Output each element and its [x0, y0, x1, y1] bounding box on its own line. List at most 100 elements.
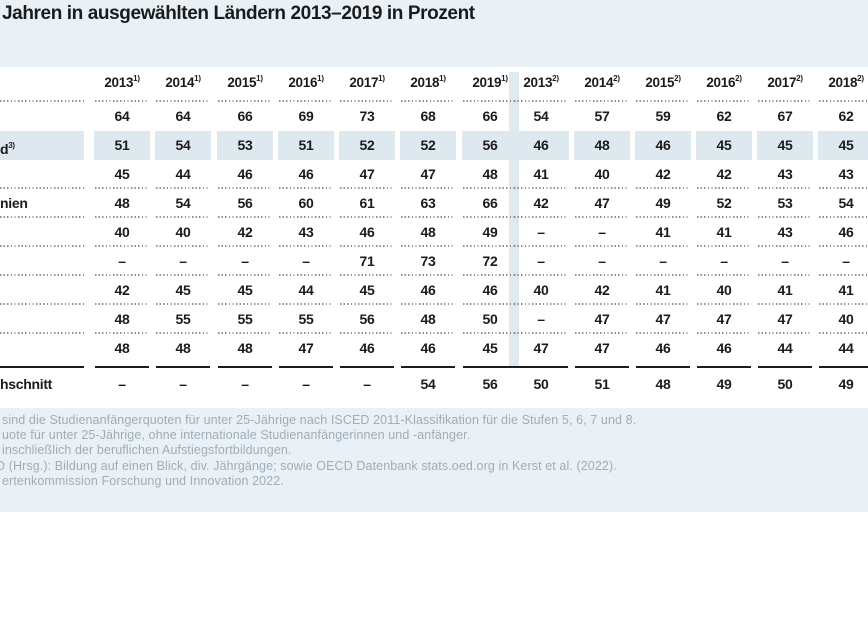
table-cell: 40 [838, 311, 854, 327]
table-cell: 46 [359, 224, 375, 240]
table-cell: – [118, 376, 126, 392]
row-rule [697, 274, 751, 276]
table-cell: 52 [716, 195, 732, 211]
row-rule [463, 274, 517, 276]
row-rule [95, 332, 149, 334]
table-cell: – [598, 253, 606, 269]
row-rule [514, 274, 568, 276]
header-rule [340, 100, 394, 102]
table-row: – – – – 71 73 72 – – – – – – [0, 247, 868, 276]
header-rule [697, 100, 751, 102]
highlight-cell [818, 131, 868, 160]
table-cell: 73 [420, 253, 436, 269]
highlight-cell [462, 131, 518, 160]
row-rule [156, 332, 210, 334]
row-rule [697, 245, 751, 247]
highlight-cell [635, 131, 691, 160]
table-cell: 71 [359, 253, 375, 269]
table-row: 48 55 55 55 56 48 50 – 47 47 47 47 40 [0, 305, 868, 334]
row-rule [575, 303, 629, 305]
table-cell: 45 [175, 282, 191, 298]
column-header-year: 20181) [410, 74, 446, 90]
table-cell: 48 [420, 311, 436, 327]
table-cell: 69 [298, 108, 314, 124]
total-rule [401, 366, 455, 368]
row-rule [819, 332, 868, 334]
table-cell: 44 [777, 340, 793, 356]
row-rule-label [0, 274, 84, 276]
table-cell: – [598, 224, 606, 240]
header-footnote-marker: 1) [194, 74, 201, 83]
row-rule-label [0, 187, 84, 189]
row-rule [514, 303, 568, 305]
row-rule [575, 332, 629, 334]
table-cell: 45 [838, 137, 854, 153]
table-cell: 49 [716, 376, 732, 392]
column-header-year: 20172) [767, 74, 803, 90]
table-cell: 73 [359, 108, 375, 124]
header-footnote-marker: 2) [613, 74, 620, 83]
row-rule [340, 274, 394, 276]
table-cell: 48 [114, 340, 130, 356]
table-cell: 41 [533, 166, 549, 182]
table-cell: – [537, 311, 545, 327]
table-cell: 55 [298, 311, 314, 327]
table-cell: 48 [237, 340, 253, 356]
table-cell: – [363, 376, 371, 392]
table-cell: 51 [298, 137, 314, 153]
row-rule [95, 216, 149, 218]
table-cell: 66 [482, 108, 498, 124]
table-row: hschnitt – – – – – 54 56 50 51 48 49 50 49 [0, 370, 868, 399]
table-cell: 55 [237, 311, 253, 327]
header-footnote-marker: 2) [552, 74, 559, 83]
row-rule [636, 332, 690, 334]
highlight-cell [339, 131, 395, 160]
header-footnote-marker: 1) [256, 74, 263, 83]
column-header-year: 20191) [472, 74, 508, 90]
header-footnote-marker: 1) [133, 74, 140, 83]
header-footnote-marker: 2) [857, 74, 864, 83]
table-row: 40 40 42 43 46 48 49 – – 41 41 43 46 [0, 218, 868, 247]
header-rule [514, 100, 568, 102]
row-rule [697, 332, 751, 334]
table-cell: 48 [114, 195, 130, 211]
header-rule [95, 100, 149, 102]
table-cell: 48 [114, 311, 130, 327]
table-cell: 43 [838, 166, 854, 182]
table-cell: 40 [175, 224, 191, 240]
table-cell: 45 [237, 282, 253, 298]
table-cell: 45 [482, 340, 498, 356]
row-rule [279, 245, 333, 247]
footnote-line: ertenkommission Forschung und Innovation… [2, 473, 284, 488]
row-rule [514, 187, 568, 189]
total-rule [156, 366, 210, 368]
row-rule [697, 187, 751, 189]
row-rule [514, 332, 568, 334]
row-rule [340, 303, 394, 305]
row-rule [218, 216, 272, 218]
table-cell: 53 [237, 137, 253, 153]
row-rule [156, 303, 210, 305]
column-header-year: 20161) [288, 74, 324, 90]
row-rule [463, 216, 517, 218]
row-rule [401, 216, 455, 218]
row-rule [758, 187, 812, 189]
column-header-year: 20171) [349, 74, 385, 90]
highlight-cell [94, 131, 150, 160]
table-cell: 50 [482, 311, 498, 327]
row-rule [758, 245, 812, 247]
table-cell: 54 [175, 195, 191, 211]
row-rule [218, 303, 272, 305]
row-rule [218, 245, 272, 247]
header-rule [636, 100, 690, 102]
table-cell: 60 [298, 195, 314, 211]
row-rule [340, 332, 394, 334]
table-cell: 72 [482, 253, 498, 269]
row-rule [401, 274, 455, 276]
total-rule [758, 366, 812, 368]
header-footnote-marker: 1) [317, 74, 324, 83]
row-label: hschnitt [0, 376, 53, 392]
table-cell: 48 [482, 166, 498, 182]
footnote-line: D (Hrsg.): Bildung auf einen Blick, div.… [0, 458, 617, 473]
